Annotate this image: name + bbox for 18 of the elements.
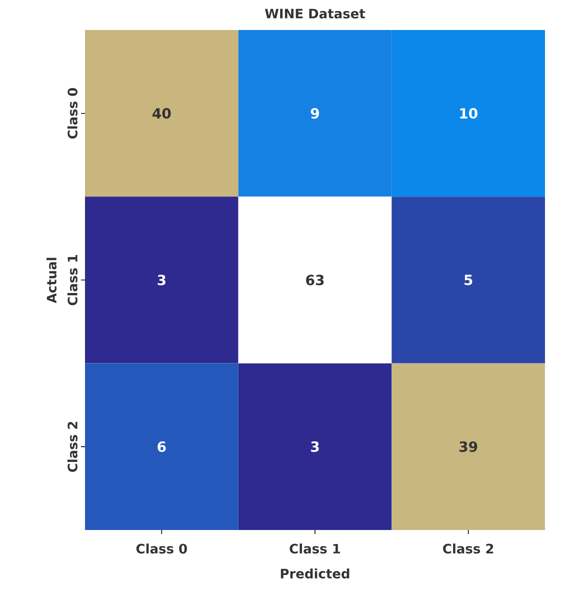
data-label: 39 [460, 441, 478, 452]
data-label: 5 [464, 274, 472, 286]
data-label: 10 [460, 108, 478, 119]
y-axis-title: Actual [46, 258, 57, 304]
x-axis-title: Predicted [280, 568, 350, 579]
data-label: 63 [306, 274, 324, 286]
data-label: 9 [310, 108, 319, 119]
data-label: 40 [152, 108, 171, 119]
x-tick-label: Class 2 [443, 544, 494, 554]
chart-title: WINE Dataset [264, 8, 366, 18]
y-tick-label: Class 0 [67, 88, 78, 139]
y-tick-label: Class 1 [67, 254, 78, 306]
x-tick-label: Class 0 [136, 544, 187, 554]
y-tick-label: Class 2 [67, 422, 78, 472]
data-label: 6 [158, 441, 166, 452]
data-label: 3 [158, 274, 166, 286]
data-label: 3 [311, 441, 319, 452]
x-tick-label: Class 1 [290, 544, 340, 554]
